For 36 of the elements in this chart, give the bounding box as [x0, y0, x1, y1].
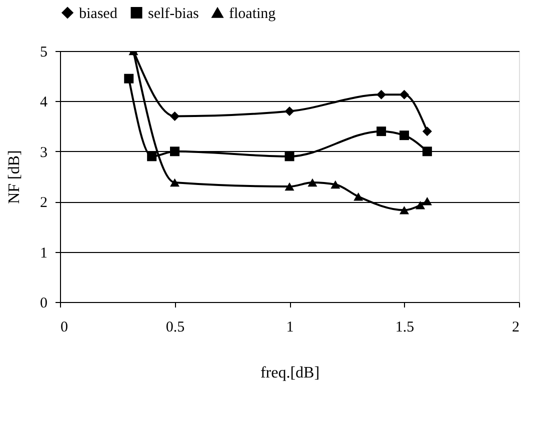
- point: [400, 90, 409, 100]
- point: [400, 130, 409, 140]
- legend-label: self-bias: [148, 6, 199, 22]
- y-axis-title: NF [dB]: [6, 150, 23, 204]
- point: [376, 90, 386, 100]
- x-tick-label: 0.5: [166, 320, 185, 336]
- point: [422, 126, 432, 136]
- point: [308, 178, 318, 187]
- point: [147, 152, 157, 162]
- point: [400, 206, 409, 214]
- x-tick-label: 1.5: [395, 320, 414, 336]
- x-tick-label: 1: [286, 320, 294, 336]
- y-tick-label: 2: [40, 195, 48, 212]
- point: [422, 146, 432, 156]
- point: [330, 180, 340, 189]
- point: [170, 112, 180, 122]
- point: [376, 126, 386, 136]
- point: [354, 192, 364, 201]
- point: [284, 152, 294, 162]
- point: [422, 196, 432, 206]
- point: [416, 201, 426, 210]
- y-tick-label: 3: [40, 144, 48, 161]
- y-tick-label: 5: [40, 44, 48, 60]
- point: [170, 178, 180, 187]
- legend-label: floating: [229, 6, 276, 22]
- x-tick-label: 2: [512, 320, 520, 336]
- x-tick-label: 0: [60, 320, 68, 336]
- point: [284, 106, 294, 116]
- y-tick-label: 4: [40, 94, 48, 111]
- legend-label: biased: [79, 6, 118, 22]
- point: [170, 146, 180, 156]
- point: [124, 74, 134, 84]
- y-tick-label: 0: [40, 296, 48, 312]
- y-tick-label: 1: [40, 245, 48, 262]
- point: [284, 182, 294, 191]
- x-axis-title: freq.[dB]: [260, 364, 320, 382]
